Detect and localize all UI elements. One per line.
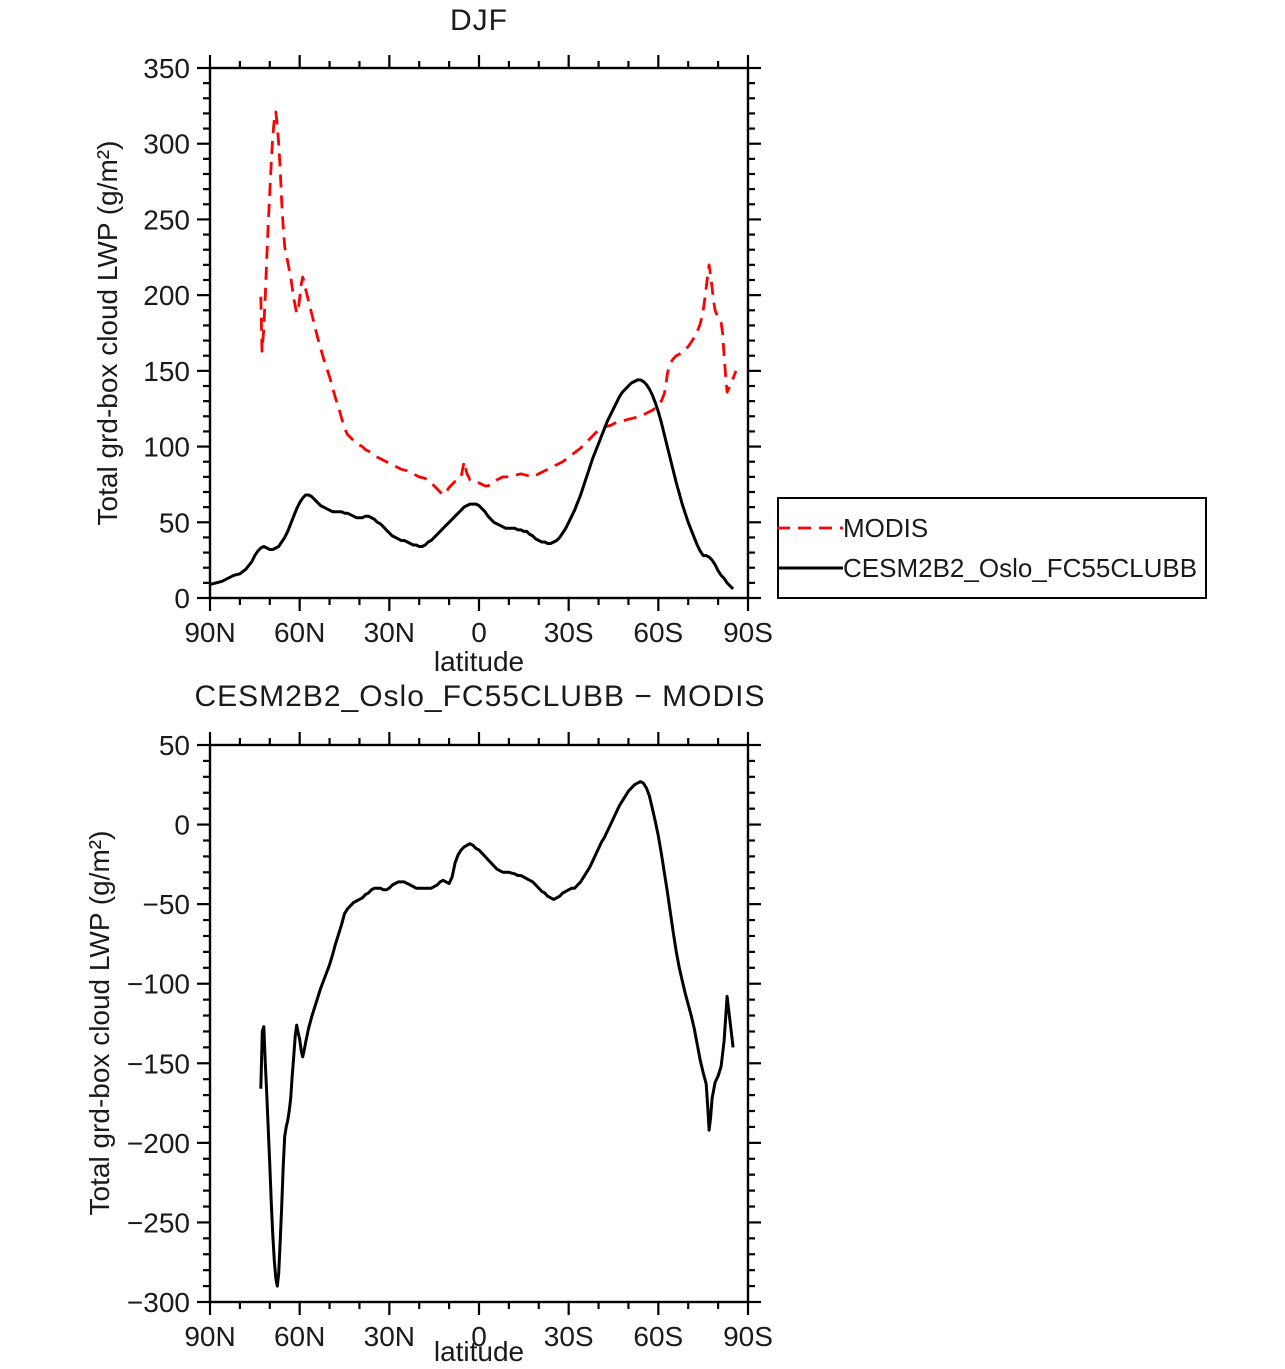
y-tick-label: 250 <box>143 204 190 235</box>
x-tick-label: 60N <box>274 617 325 648</box>
y-tick-label: 50 <box>159 730 190 761</box>
bottom-chart-title: CESM2B2_Oslo_FC55CLUBB − MODIS <box>194 680 766 713</box>
series-line-cesm2b2-oslo-fc55clubb <box>209 378 735 590</box>
x-tick-label: 90S <box>723 617 773 648</box>
y-tick-label: 0 <box>174 810 190 841</box>
x-tick-label: 60S <box>633 1321 683 1352</box>
bottom-y-axis-label: Total grd-box cloud LWP (g/m²) <box>84 830 115 1216</box>
legend-label-cesm: CESM2B2_Oslo_FC55CLUBB <box>843 552 1198 583</box>
x-tick-label: 60S <box>633 617 683 648</box>
series-line-cesm2b2-oslo-fc55clubb-modis <box>259 780 735 1288</box>
legend-box: MODIS CESM2B2_Oslo_FC55CLUBB <box>777 497 1207 599</box>
y-tick-label: −250 <box>127 1207 190 1238</box>
y-tick-label: 50 <box>159 507 190 538</box>
y-tick-label: −50 <box>143 889 191 920</box>
x-tick-label: 90N <box>184 1321 235 1352</box>
x-tick-label: 30N <box>364 1321 415 1352</box>
x-tick-label: 30N <box>364 617 415 648</box>
y-tick-label: −100 <box>127 969 190 1000</box>
legend-entry-modis: MODIS <box>777 512 1205 543</box>
plot-frame <box>208 743 750 1304</box>
legend-label-modis: MODIS <box>843 512 929 543</box>
y-tick-label: −300 <box>127 1287 190 1318</box>
y-tick-label: 350 <box>143 53 190 84</box>
x-tick-label: 30S <box>544 617 594 648</box>
y-tick-label: −150 <box>127 1048 190 1079</box>
modis-line-sample-icon <box>777 526 843 530</box>
y-tick-label: 0 <box>174 583 190 614</box>
y-tick-label: 100 <box>143 432 190 463</box>
y-tick-label: 150 <box>143 356 190 387</box>
series-line-modis <box>259 110 738 497</box>
top-chart-title: DJF <box>450 4 508 37</box>
x-tick-label: 0 <box>471 1321 487 1352</box>
plot-frame <box>208 66 750 600</box>
x-tick-label: 30S <box>544 1321 594 1352</box>
x-tick-label: 90S <box>723 1321 773 1352</box>
top-x-axis-label: latitude <box>433 646 525 677</box>
y-tick-label: −200 <box>127 1128 190 1159</box>
x-tick-label: 60N <box>274 1321 325 1352</box>
y-tick-label: 200 <box>143 280 190 311</box>
x-tick-label: 0 <box>471 617 487 648</box>
legend-entry-cesm: CESM2B2_Oslo_FC55CLUBB <box>777 552 1205 583</box>
bottom-x-axis-label: latitude <box>433 1336 525 1367</box>
x-tick-label: 90N <box>184 617 235 648</box>
y-tick-label: 300 <box>143 129 190 160</box>
cesm-line-sample-icon <box>777 566 843 570</box>
top-y-axis-label: Total grd-box cloud LWP (g/m²) <box>92 140 123 526</box>
